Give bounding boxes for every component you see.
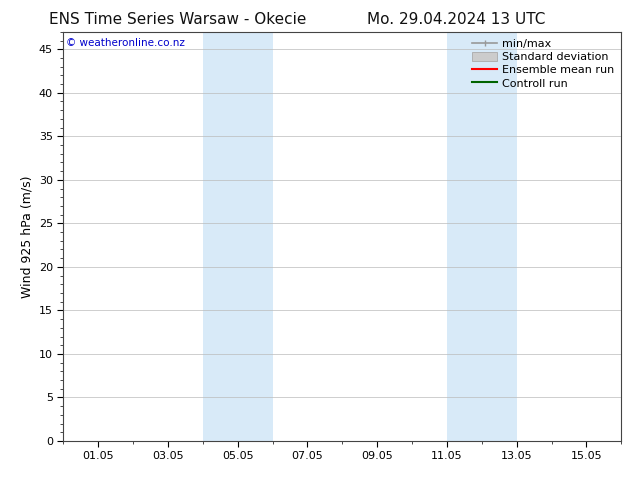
Text: ENS Time Series Warsaw - Okecie: ENS Time Series Warsaw - Okecie: [49, 12, 306, 27]
Bar: [203, 32, 273, 441]
Text: © weatheronline.co.nz: © weatheronline.co.nz: [66, 38, 185, 48]
Legend: min/max, Standard deviation, Ensemble mean run, Controll run: min/max, Standard deviation, Ensemble me…: [469, 35, 618, 92]
Y-axis label: Wind 925 hPa (m/s): Wind 925 hPa (m/s): [20, 175, 34, 297]
Bar: [447, 32, 517, 441]
Text: Mo. 29.04.2024 13 UTC: Mo. 29.04.2024 13 UTC: [367, 12, 546, 27]
